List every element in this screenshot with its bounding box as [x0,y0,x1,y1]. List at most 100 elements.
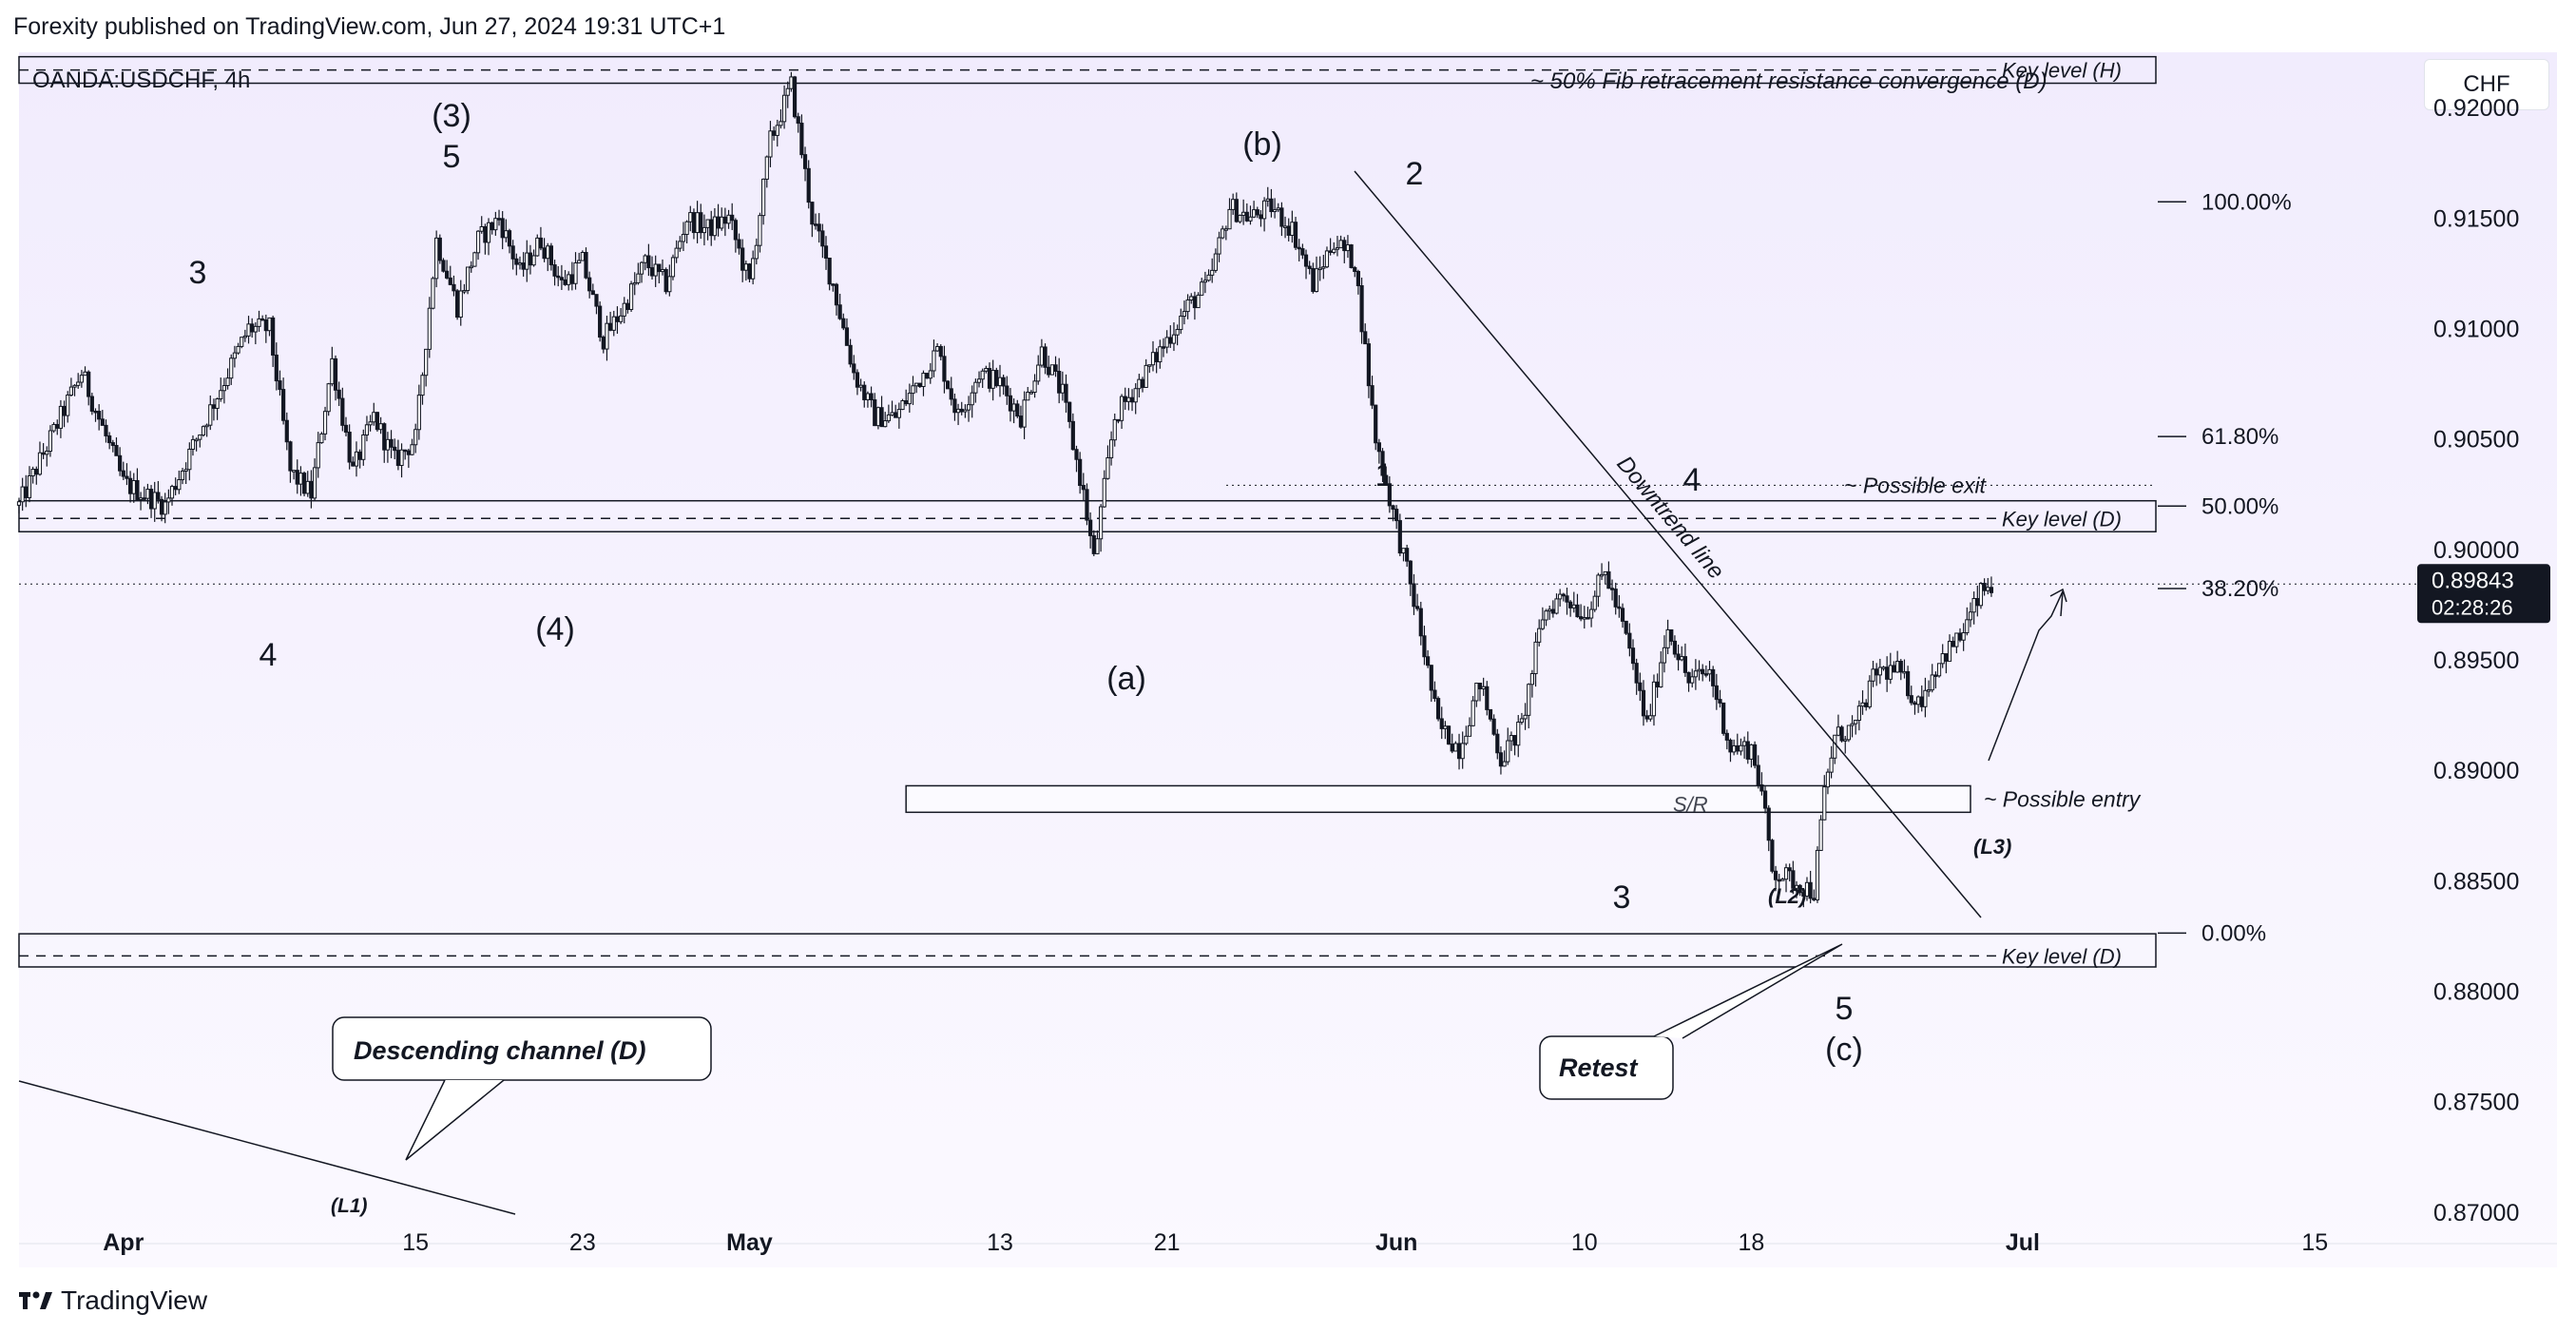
candle-body [1506,740,1510,763]
candle-body [1380,451,1385,476]
candle-body [590,290,595,296]
candle-body [322,411,328,435]
candle-body [817,223,821,232]
candle-body [87,371,91,397]
candle-body [1926,689,1932,692]
candle-body [1638,682,1643,691]
candle-body [904,399,909,405]
candle-body [336,389,341,399]
candle-body [1255,209,1259,216]
candle-body [674,247,679,259]
candle-body [1265,198,1270,202]
candle-body [1314,268,1319,293]
candle-body [1686,671,1691,684]
candle-body [695,212,700,234]
downtrend-line [1354,170,1982,918]
candle-body [1349,244,1354,268]
candle-body [886,414,891,422]
candle-body [452,283,456,292]
candle-body [1477,683,1483,690]
candle-body [1345,244,1351,252]
candle-body [1986,587,1990,591]
candle-body [1272,209,1278,213]
candle-body [118,454,123,472]
candle-body [180,470,185,481]
candle-body [896,409,901,418]
candle-body [1913,702,1917,705]
candle-body [378,423,383,431]
candle-body [500,218,505,239]
candle-body [716,216,721,229]
candle-body [879,407,884,428]
candle-body [994,370,999,387]
candle-body [58,405,64,429]
candle-body [1026,392,1030,401]
candle-body [869,393,874,401]
candle-body [1603,570,1607,575]
candle-body [319,433,324,444]
candle-body [1456,743,1462,760]
candle-body [1192,296,1198,309]
candle-body [1947,640,1952,662]
fib-note: ~ 50% Fib retracement resistance converg… [1530,68,2047,94]
candle-body [1718,699,1722,704]
candle-body [156,492,161,500]
candle-body [1544,610,1548,621]
key-level-label: Key level (D) [2002,507,2122,531]
exit-path-arrow [1988,590,2064,762]
candle-body [1158,346,1163,363]
candle-body [1571,604,1576,609]
candle-body [810,202,815,225]
candle-body [1586,617,1590,620]
candle-body [726,214,731,224]
candle-body [208,404,213,426]
currency-button[interactable]: CHF [2424,59,2549,110]
candle-body [1426,656,1431,666]
tradingview-logo-icon[interactable] [19,1290,53,1311]
candle-body [1975,597,1980,607]
candle-body [1745,741,1750,760]
candle-body [1833,734,1837,759]
candle-body [1262,200,1267,220]
candle-body [215,397,220,409]
retest-callout [1539,1035,1674,1100]
candle-body [1682,656,1688,673]
candle-body [907,393,912,405]
candle-body [611,316,616,331]
candle-body [372,412,376,423]
candle-body [51,423,56,432]
candle-body [1860,702,1865,707]
candle-body [278,380,282,391]
candle-body [1091,534,1096,554]
candle-body [720,216,724,229]
candle-body [625,302,630,310]
candle-body [1290,222,1295,236]
candle-body [16,501,22,506]
downtrend-line-label: Downtrend line [1611,452,1729,585]
candle-body [580,252,585,261]
candle-body [938,345,943,357]
candle-body [1429,665,1433,691]
candle-body [1293,222,1298,248]
candle-body [431,278,435,309]
candle-body [712,216,718,237]
candle-body [855,372,860,388]
candle-body [841,318,846,329]
candle-body [764,156,769,180]
y-tick-label: 0.87000 [2433,1200,2519,1227]
fib-level-label: 61.80% [2201,424,2278,450]
candle-body [1317,267,1322,271]
descending-channel-callout [332,1016,712,1081]
candle-body [1391,505,1395,511]
candle-body [1342,240,1347,252]
candle-body [361,434,366,460]
candle-body [1732,744,1737,753]
candle-body [1147,364,1152,367]
candle-body [1085,489,1089,521]
candle-body [563,279,567,285]
candle-body [1892,665,1896,673]
candle-body [1227,208,1232,230]
candle-body [1088,519,1093,536]
candle-body [705,219,710,228]
